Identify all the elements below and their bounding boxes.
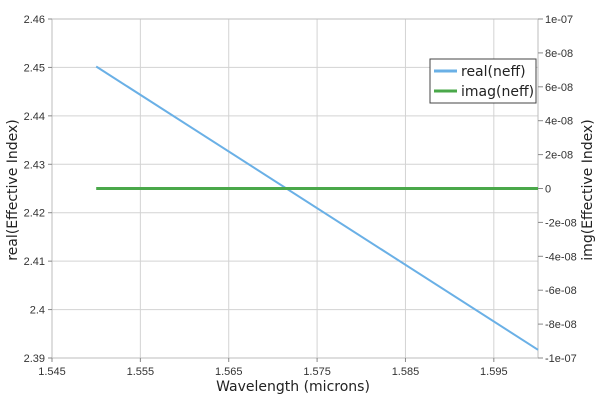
left-y-tick-label: 2.4 bbox=[30, 305, 45, 317]
legend: real(neff) imag(neff) bbox=[429, 58, 537, 104]
right-y-tick-label: 4e-08 bbox=[545, 116, 573, 128]
legend-label-real: real(neff) bbox=[461, 64, 526, 80]
legend-label-imag: imag(neff) bbox=[461, 84, 534, 100]
left-y-tick-label: 2.44 bbox=[24, 111, 45, 123]
right-y-tick-label: -1e-07 bbox=[545, 353, 577, 365]
series-line-real-neff bbox=[95, 65, 539, 351]
x-tick-label: 1.595 bbox=[480, 366, 508, 378]
right-y-tick-label: -8e-08 bbox=[545, 319, 577, 331]
x-axis-ticks: 1.545 1.555 1.565 1.575 1.585 1.595 bbox=[38, 358, 508, 378]
right-y-tick-label: -6e-08 bbox=[545, 285, 577, 297]
x-tick-label: 1.555 bbox=[127, 366, 155, 378]
x-tick-label: 1.565 bbox=[215, 366, 243, 378]
right-y-tick-label: -4e-08 bbox=[545, 251, 577, 263]
right-y-axis-ticks: -1e-07 -8e-08 -6e-08 -4e-08 -2e-08 0 2e-08 4e-0… bbox=[538, 14, 577, 365]
left-y-tick-label: 2.41 bbox=[24, 256, 45, 268]
right-y-tick-label: 6e-08 bbox=[545, 82, 573, 94]
right-y-tick-label: 1e-07 bbox=[545, 14, 573, 26]
left-y-tick-label: 2.43 bbox=[24, 159, 45, 171]
legend-box bbox=[429, 58, 537, 104]
x-tick-label: 1.585 bbox=[392, 366, 420, 378]
right-y-tick-label: -2e-08 bbox=[545, 217, 577, 229]
x-tick-label: 1.545 bbox=[38, 366, 66, 378]
right-y-tick-label: 2e-08 bbox=[545, 150, 573, 162]
right-y-tick-label: 0 bbox=[545, 184, 551, 196]
left-y-tick-label: 2.39 bbox=[24, 353, 45, 365]
series-layer bbox=[95, 65, 539, 351]
left-y-axis-title: real(Effective Index) bbox=[5, 119, 21, 261]
right-y-tick-label: 8e-08 bbox=[545, 48, 573, 60]
x-axis-title: Wavelength (microns) bbox=[216, 379, 370, 395]
right-y-axis-title: img(Effective Index) bbox=[580, 119, 596, 260]
left-y-axis-ticks: 2.39 2.4 2.41 2.42 2.43 2.44 2.45 2.46 bbox=[24, 14, 52, 365]
left-y-tick-label: 2.42 bbox=[24, 208, 45, 220]
left-y-tick-label: 2.46 bbox=[24, 14, 45, 26]
left-y-tick-label: 2.45 bbox=[24, 62, 45, 74]
x-tick-label: 1.575 bbox=[303, 366, 331, 378]
